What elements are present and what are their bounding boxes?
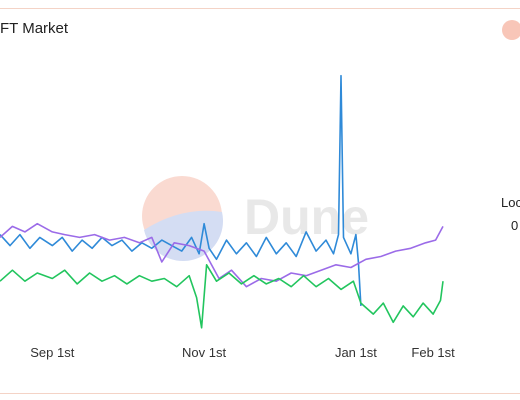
watermark-wave-icon <box>144 210 224 262</box>
watermark-text: Dune <box>244 189 369 245</box>
x-axis-ticks: Sep 1st Nov 1st Jan 1st Feb 1st <box>30 345 455 360</box>
series-line-1 <box>0 74 362 306</box>
series-line-3 <box>0 264 444 329</box>
chart-card <box>0 8 520 394</box>
series-line-2 <box>0 222 444 288</box>
x-tick-label: Feb 1st <box>411 345 455 360</box>
brand-dot-icon <box>502 20 520 40</box>
x-tick-label: Nov 1st <box>182 345 226 360</box>
x-tick-label: Jan 1st <box>335 345 377 360</box>
x-tick-label: Sep 1st <box>30 345 74 360</box>
side-legend-value: 0 <box>511 218 519 233</box>
dune-watermark: Dune <box>142 176 369 262</box>
series-layer <box>0 74 444 329</box>
side-legend-label: Loc <box>501 195 520 210</box>
chart-title: FT Market <box>0 20 69 37</box>
